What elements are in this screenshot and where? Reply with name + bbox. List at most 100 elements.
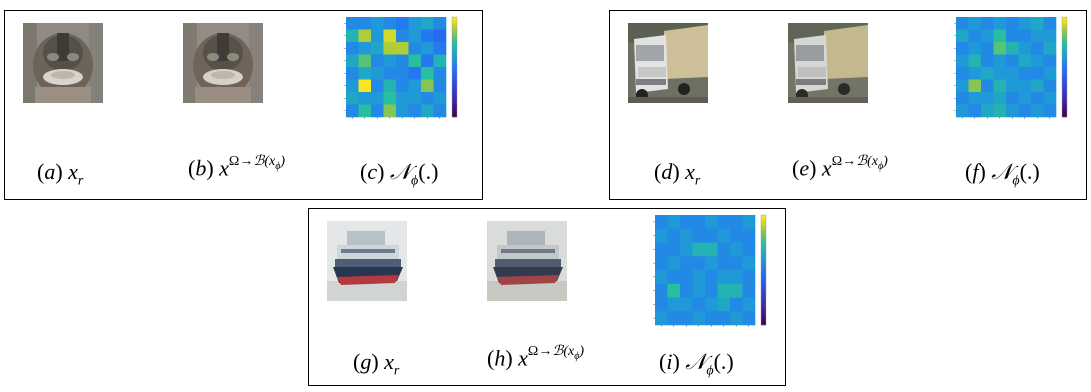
heatmap-cell <box>433 92 447 105</box>
colorbar-segment <box>452 63 457 68</box>
heatmap-cell <box>730 270 743 285</box>
colorbar-segment <box>761 270 766 274</box>
colorbar-segment <box>452 27 457 31</box>
ship-heatmap <box>653 214 767 327</box>
colorbar-segment <box>452 83 457 88</box>
colorbar-segment <box>452 97 457 101</box>
heatmap-cell <box>717 242 731 257</box>
colorbar-segment <box>452 80 457 84</box>
colorbar-segment <box>1062 87 1067 91</box>
caption-c: (c) 𝒩ϕ(.) <box>360 159 439 189</box>
heatmap-cell <box>1043 67 1057 80</box>
colorbar-segment <box>452 73 457 78</box>
heatmap-cell <box>358 92 372 105</box>
heatmap-cell <box>680 311 693 326</box>
heatmap-cell <box>730 242 743 257</box>
heatmap-cell <box>396 67 409 80</box>
colorbar-segment <box>1062 93 1067 98</box>
heatmap-cell <box>993 29 1007 43</box>
colorbar-segment <box>452 17 457 21</box>
colorbar-segment <box>761 240 766 245</box>
ship-reconstructed-image <box>487 221 567 301</box>
heatmap-cell <box>1031 42 1044 55</box>
heatmap-cell <box>993 67 1007 80</box>
heatmap-cell <box>1018 92 1032 105</box>
heatmap-cell <box>705 228 718 243</box>
heatmap-cell <box>396 54 409 68</box>
colorbar-segment <box>452 67 457 71</box>
heatmap-cell <box>396 92 409 105</box>
colorbar-segment <box>1062 50 1067 54</box>
heatmap-cell <box>1031 54 1044 68</box>
heatmap-cell <box>956 17 969 30</box>
heatmap-cell <box>396 29 409 43</box>
heatmap-cell <box>383 54 397 68</box>
ship-original-image <box>327 221 407 301</box>
heatmap-cell <box>433 67 447 80</box>
heatmap-cell <box>692 297 706 312</box>
colorbar-segment <box>452 100 457 104</box>
heatmap-cell <box>396 104 409 118</box>
heatmap-cell <box>968 104 982 118</box>
colorbar-segment <box>1062 103 1067 108</box>
heatmap-cell <box>396 17 409 30</box>
colorbar-segment <box>761 310 766 315</box>
heatmap-cell <box>692 242 706 257</box>
heatmap-cell <box>408 79 422 93</box>
heatmap-cell <box>692 283 706 298</box>
colorbar-segment <box>1062 100 1067 104</box>
heatmap-cell <box>655 283 668 298</box>
colorbar-segment <box>761 218 766 223</box>
heatmap-cell <box>981 104 994 118</box>
heatmap-cell <box>717 283 731 298</box>
heatmap-cell <box>730 228 743 243</box>
heatmap-cell <box>956 79 969 93</box>
caption-i: (i) 𝒩ϕ(.) <box>659 349 734 379</box>
heatmap-cell <box>1006 104 1019 118</box>
heatmap-cell <box>1031 92 1044 105</box>
colorbar-segment <box>452 40 457 44</box>
caption-f: (f) 𝒩ϕ(.) <box>965 159 1040 189</box>
colorbar-segment <box>1062 60 1067 64</box>
heatmap-cell <box>346 92 359 105</box>
heatmap-cell <box>730 297 743 312</box>
heatmap-cell <box>968 79 982 93</box>
heatmap-cell <box>956 42 969 55</box>
heatmap-cell <box>346 29 359 43</box>
heatmap-cell <box>730 256 743 271</box>
heatmap-cell <box>680 256 693 271</box>
heatmap-cell <box>408 29 422 43</box>
colorbar-segment <box>761 306 766 311</box>
truck-heatmap <box>954 16 1068 119</box>
colorbar-segment <box>761 255 766 260</box>
heatmap-cell <box>981 92 994 105</box>
colorbar-segment <box>1062 23 1067 28</box>
colorbar-segment <box>1062 97 1067 101</box>
colorbar-segment <box>452 53 457 58</box>
heatmap-cell <box>981 79 994 93</box>
heatmap-cell <box>371 104 384 118</box>
heatmap-cell <box>421 29 434 43</box>
heatmap-cell <box>346 17 359 30</box>
heatmap-cell <box>1006 29 1019 43</box>
heatmap-cell <box>433 17 447 30</box>
heatmap-cell <box>346 42 359 55</box>
heatmap-cell <box>692 311 706 326</box>
heatmap-cell <box>346 104 359 118</box>
heatmap-cell <box>1018 29 1032 43</box>
heatmap-cell <box>742 311 756 326</box>
heatmap-cell <box>680 242 693 257</box>
colorbar-segment <box>1062 77 1067 81</box>
heatmap-cell <box>1006 92 1019 105</box>
colorbar-segment <box>1062 17 1067 21</box>
colorbar-segment <box>1062 90 1067 94</box>
heatmap-cell <box>956 54 969 68</box>
truck-reconstructed-image <box>788 23 868 103</box>
colorbar-segment <box>452 50 457 54</box>
heatmap-cell <box>717 228 731 243</box>
heatmap-cell <box>1018 54 1032 68</box>
heatmap-cell <box>1043 29 1057 43</box>
colorbar-segment <box>1062 73 1067 78</box>
colorbar-segment <box>1062 110 1067 114</box>
heatmap-cell <box>421 54 434 68</box>
